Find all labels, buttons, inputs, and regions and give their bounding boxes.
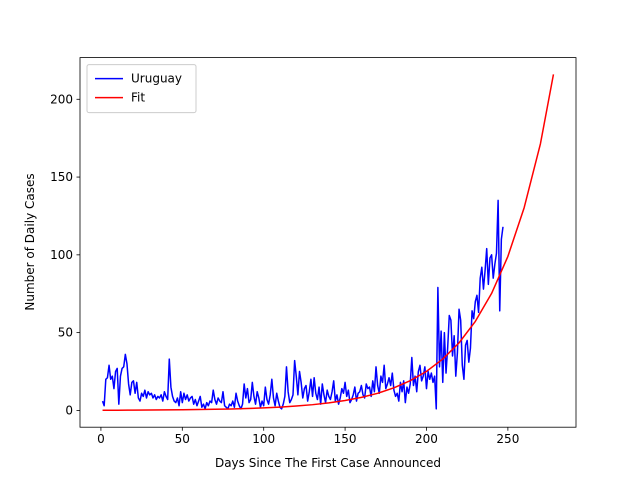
legend-label: Fit [131,91,145,105]
y-tick-label: 200 [50,92,73,106]
x-axis-label: Days Since The First Case Announced [215,456,441,470]
y-tick-label: 0 [65,403,73,417]
x-tick-label: 100 [252,432,275,446]
legend-label: Uruguay [131,72,182,86]
x-tick-label: 0 [97,432,105,446]
data-line [102,74,555,411]
y-axis-label: Number of Daily Cases [23,173,37,310]
y-tick-label: 50 [58,326,73,340]
y-tick-label: 150 [50,170,73,184]
plot-frame [79,57,577,428]
legend-box [86,64,197,114]
x-tick-label: 200 [415,432,438,446]
x-tick-label: 150 [334,432,357,446]
x-tick-label: 250 [496,432,519,446]
x-tick-label: 50 [175,432,190,446]
y-tick-label: 100 [50,248,73,262]
data-line [101,199,504,410]
